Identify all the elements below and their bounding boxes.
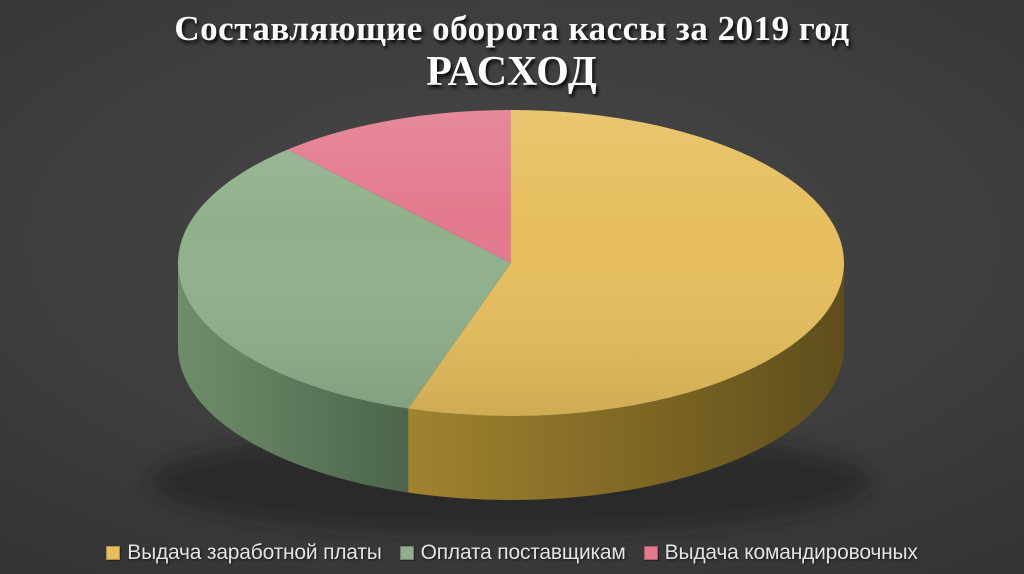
chart-legend: Выдача заработной платы Оплата поставщик… (0, 541, 1024, 565)
legend-swatch-suppliers (399, 546, 414, 560)
legend-label-suppliers: Оплата поставщикам (420, 541, 626, 564)
legend-item-travel: Выдача командировочных (643, 541, 918, 565)
chart-title: Составляющие оборота кассы за 2019 год (174, 9, 850, 48)
legend-swatch-travel (643, 546, 658, 560)
legend-swatch-salary (106, 546, 121, 560)
chart-title-block: Составляющие оборота кассы за 2019 год Р… (0, 8, 1024, 94)
pie-wall-1 (178, 263, 409, 493)
legend-label-travel: Выдача командировочных (664, 541, 918, 564)
legend-item-salary: Выдача заработной платы (106, 541, 382, 565)
pie-top-sheen (178, 110, 844, 416)
legend-label-salary: Выдача заработной платы (127, 541, 382, 564)
pie-wall-0 (408, 263, 844, 500)
legend-item-suppliers: Оплата поставщикам (399, 541, 626, 565)
chart-subtitle: РАСХОД (426, 49, 598, 95)
